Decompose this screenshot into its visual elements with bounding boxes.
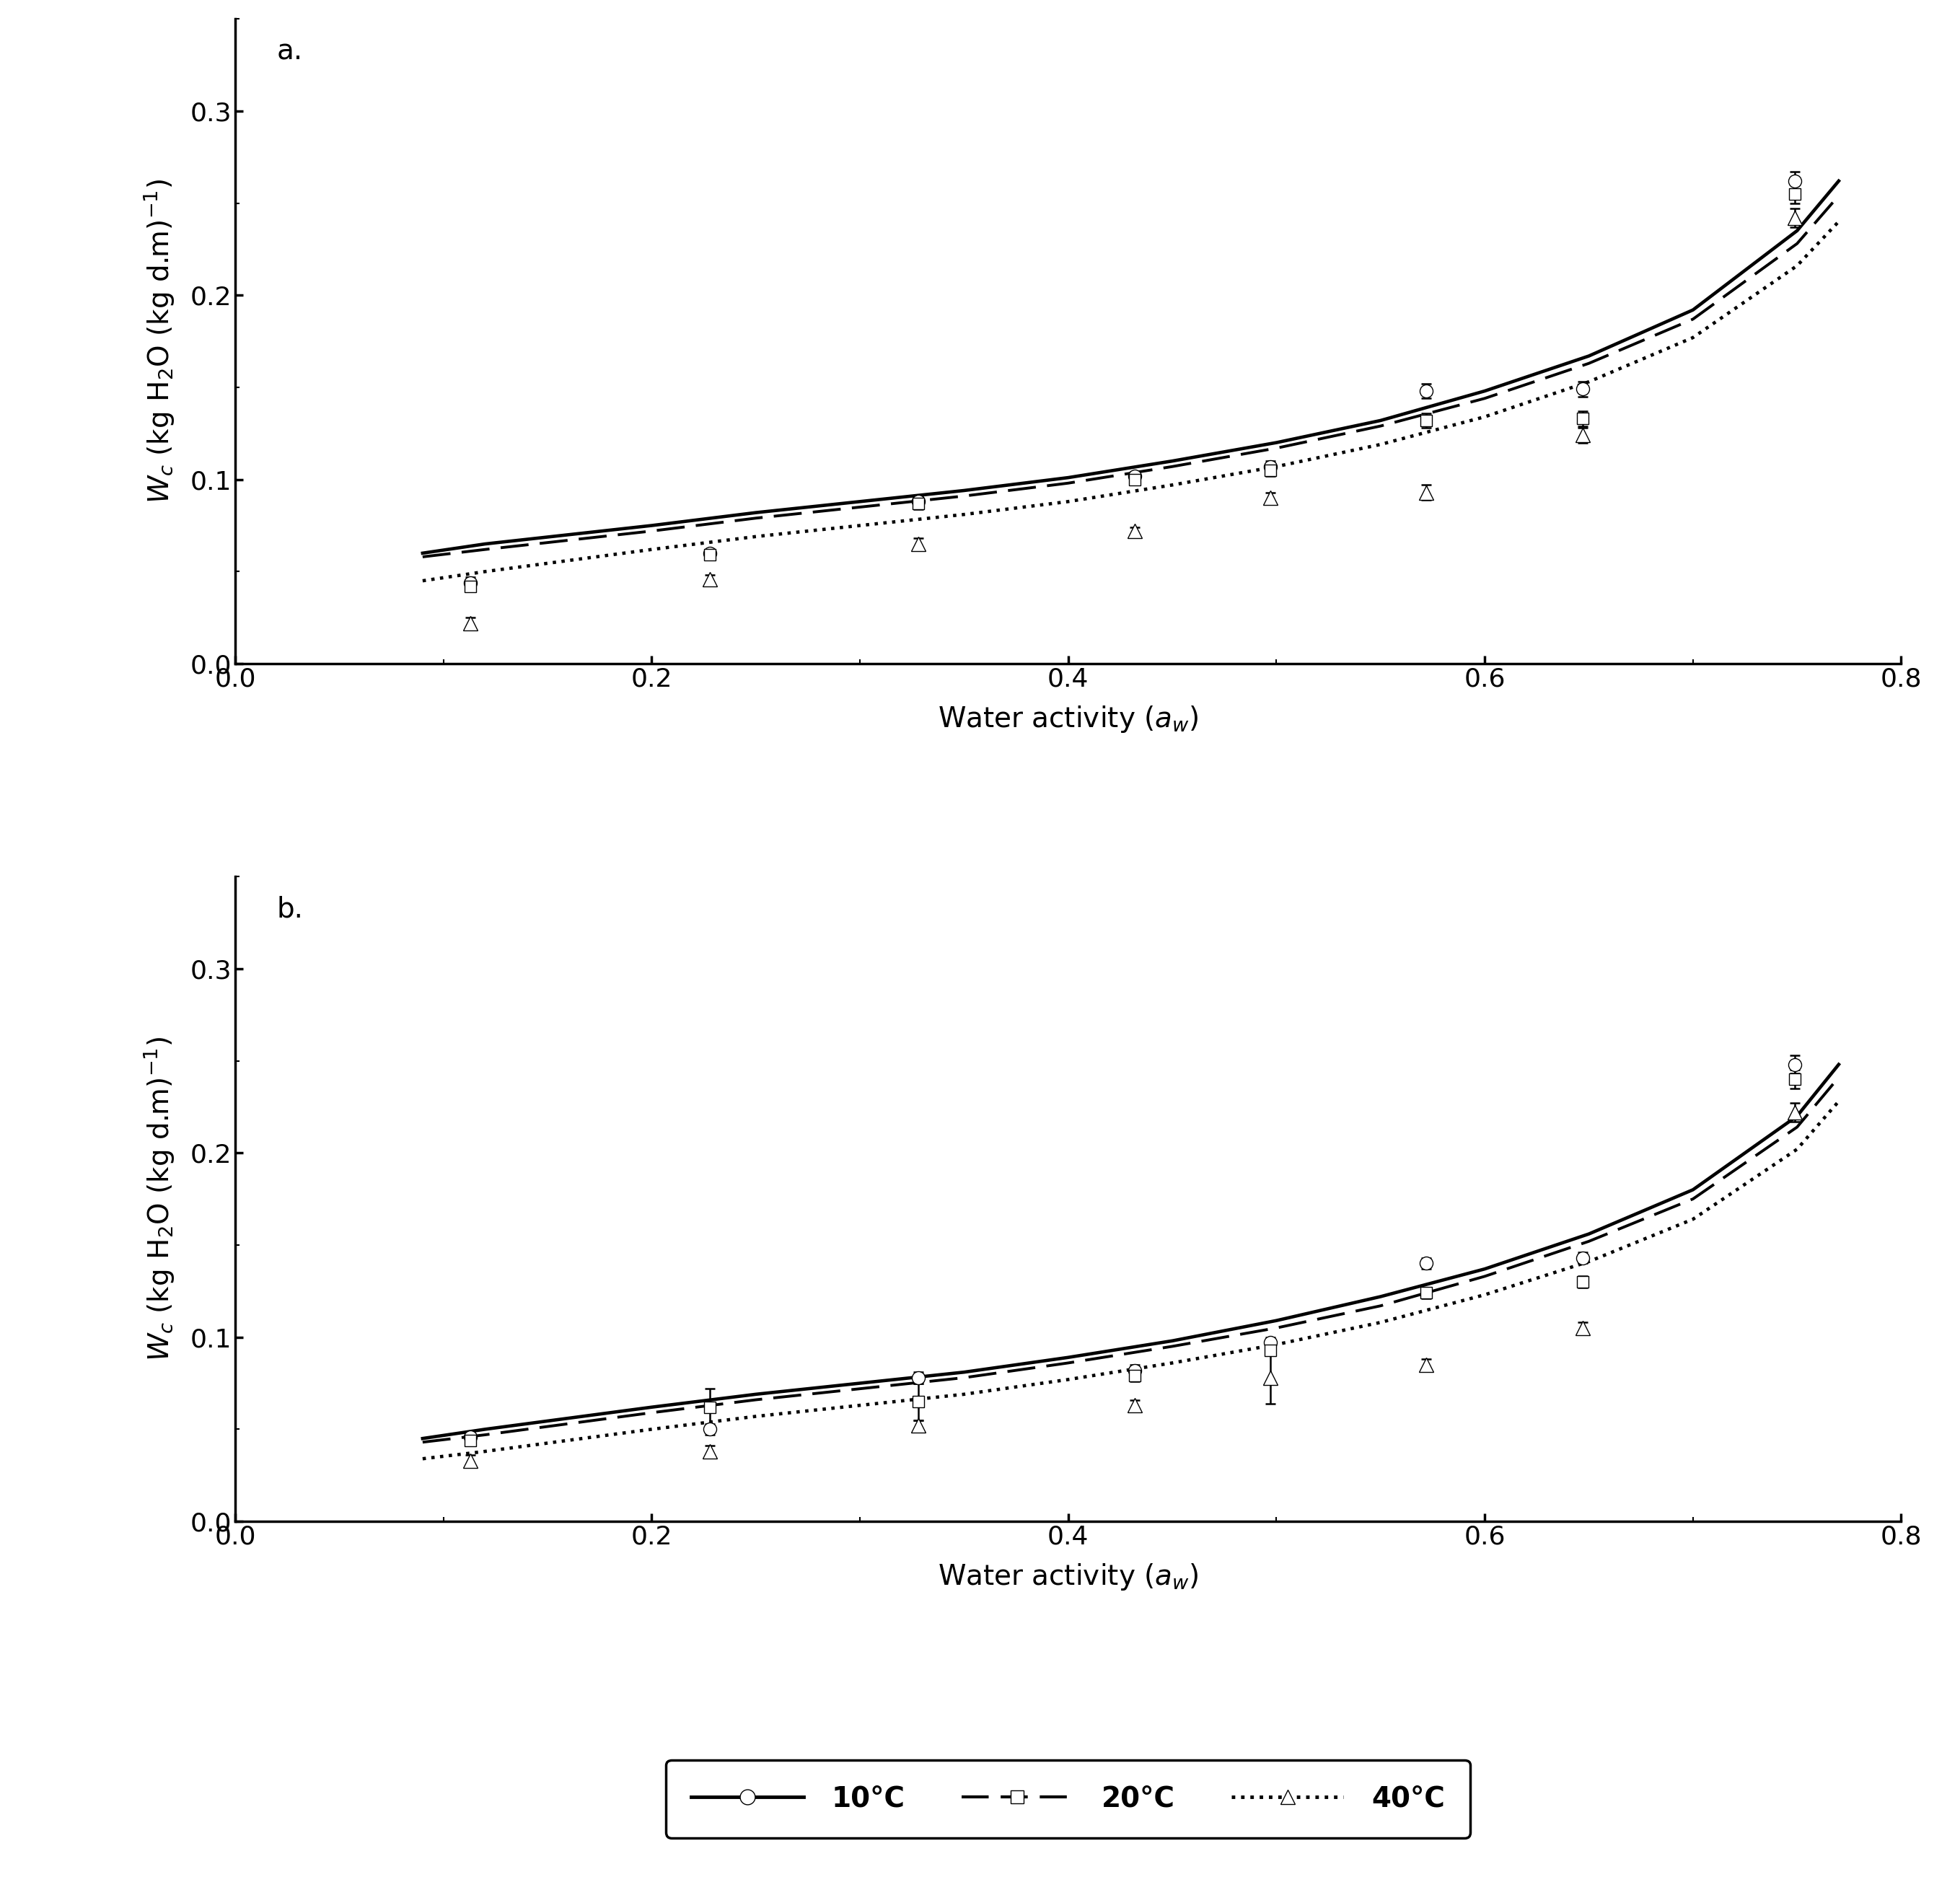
Text: b.: b. [276,896,304,924]
Legend: 10°C, 20°C, 40°C: 10°C, 20°C, 40°C [666,1760,1470,1837]
Text: a.: a. [276,38,304,66]
Y-axis label: $W_c$ (kg H$_2$O (kg d.m)$^{-1}$): $W_c$ (kg H$_2$O (kg d.m)$^{-1}$) [143,179,176,504]
Y-axis label: $W_c$ (kg H$_2$O (kg d.m)$^{-1}$): $W_c$ (kg H$_2$O (kg d.m)$^{-1}$) [143,1037,176,1361]
X-axis label: Water activity ($a_w$): Water activity ($a_w$) [937,704,1200,734]
X-axis label: Water activity ($a_w$): Water activity ($a_w$) [937,1562,1200,1592]
